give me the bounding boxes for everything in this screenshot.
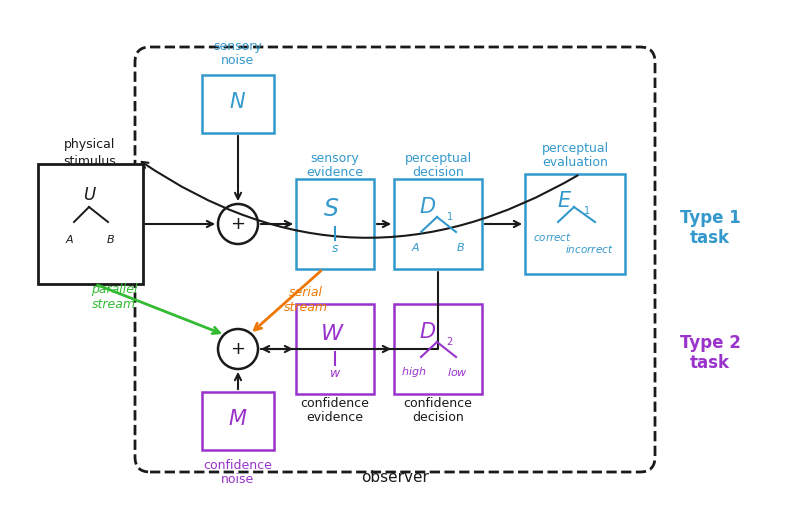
Text: evidence: evidence bbox=[307, 165, 364, 179]
Text: +: + bbox=[230, 215, 246, 233]
Text: task: task bbox=[690, 353, 730, 371]
Text: $B$: $B$ bbox=[455, 241, 464, 252]
Circle shape bbox=[218, 329, 258, 369]
Text: noise: noise bbox=[222, 54, 254, 67]
Text: serial: serial bbox=[289, 286, 323, 299]
Text: decision: decision bbox=[412, 165, 464, 179]
Text: $A$: $A$ bbox=[65, 233, 74, 244]
Text: stream: stream bbox=[92, 298, 136, 311]
Text: $correct$: $correct$ bbox=[534, 231, 573, 242]
Text: Type 2: Type 2 bbox=[680, 333, 741, 351]
Text: evaluation: evaluation bbox=[542, 156, 608, 168]
Text: $E$: $E$ bbox=[558, 191, 573, 211]
Text: perceptual: perceptual bbox=[405, 152, 471, 165]
Text: noise: noise bbox=[222, 472, 254, 485]
FancyBboxPatch shape bbox=[202, 76, 274, 134]
Text: parallel: parallel bbox=[91, 283, 137, 296]
Text: $D$: $D$ bbox=[420, 321, 436, 342]
Text: $B$: $B$ bbox=[105, 233, 115, 244]
Text: perceptual: perceptual bbox=[542, 142, 608, 155]
Text: $_2$: $_2$ bbox=[447, 333, 454, 347]
Text: $D$: $D$ bbox=[420, 196, 436, 216]
FancyBboxPatch shape bbox=[135, 48, 655, 472]
Text: task: task bbox=[690, 229, 730, 246]
FancyBboxPatch shape bbox=[296, 304, 374, 394]
FancyBboxPatch shape bbox=[296, 180, 374, 269]
Text: confidence: confidence bbox=[404, 396, 473, 409]
Text: confidence: confidence bbox=[300, 396, 369, 409]
FancyBboxPatch shape bbox=[525, 175, 625, 274]
Text: sensory: sensory bbox=[214, 40, 262, 53]
Text: stream: stream bbox=[284, 301, 328, 314]
Text: physical: physical bbox=[64, 138, 116, 151]
FancyBboxPatch shape bbox=[202, 392, 274, 450]
Text: observer: observer bbox=[361, 470, 429, 485]
Text: $A$: $A$ bbox=[411, 241, 421, 252]
Text: $_1$: $_1$ bbox=[583, 203, 591, 216]
Text: $high$: $high$ bbox=[402, 364, 427, 378]
Text: $_1$: $_1$ bbox=[447, 209, 454, 222]
Text: stimulus: stimulus bbox=[63, 155, 116, 168]
FancyBboxPatch shape bbox=[37, 165, 143, 285]
Text: $low$: $low$ bbox=[447, 365, 469, 377]
FancyBboxPatch shape bbox=[394, 180, 482, 269]
Text: decision: decision bbox=[412, 410, 464, 423]
Text: Type 1: Type 1 bbox=[680, 209, 741, 227]
Text: $W$: $W$ bbox=[320, 323, 345, 344]
Text: $M$: $M$ bbox=[228, 408, 248, 428]
Text: $S$: $S$ bbox=[323, 196, 339, 220]
Text: $s$: $s$ bbox=[331, 242, 339, 255]
FancyBboxPatch shape bbox=[394, 304, 482, 394]
Text: sensory: sensory bbox=[310, 152, 360, 165]
Text: $U$: $U$ bbox=[83, 186, 97, 204]
Text: evidence: evidence bbox=[307, 410, 364, 423]
Text: $N$: $N$ bbox=[230, 92, 246, 112]
Text: $w$: $w$ bbox=[329, 367, 341, 380]
Circle shape bbox=[218, 205, 258, 244]
Text: $incorrect$: $incorrect$ bbox=[565, 242, 613, 254]
Text: confidence: confidence bbox=[204, 458, 272, 471]
Text: +: + bbox=[230, 340, 246, 357]
